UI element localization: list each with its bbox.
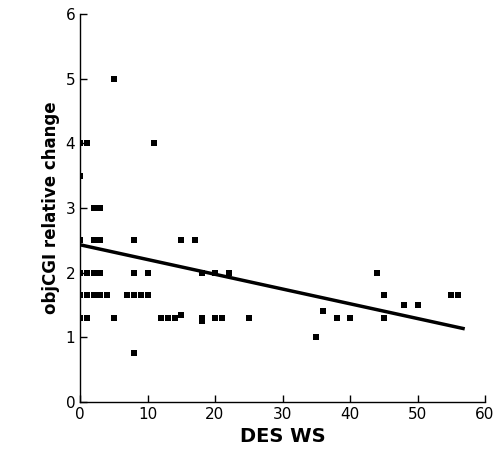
- X-axis label: DES WS: DES WS: [240, 427, 326, 446]
- Point: [198, 317, 205, 325]
- Point: [76, 237, 84, 244]
- Point: [319, 308, 327, 315]
- Point: [96, 237, 104, 244]
- Point: [177, 237, 185, 244]
- Point: [218, 314, 226, 322]
- Point: [103, 292, 111, 299]
- Point: [96, 292, 104, 299]
- Point: [137, 292, 145, 299]
- Point: [137, 292, 145, 299]
- Point: [83, 140, 91, 147]
- Point: [150, 140, 158, 147]
- Point: [130, 269, 138, 276]
- Point: [83, 269, 91, 276]
- Point: [191, 237, 199, 244]
- Point: [76, 292, 84, 299]
- Point: [332, 314, 340, 322]
- Point: [83, 314, 91, 322]
- Point: [130, 292, 138, 299]
- Point: [110, 75, 118, 82]
- Point: [90, 269, 98, 276]
- Point: [110, 314, 118, 322]
- Point: [90, 269, 98, 276]
- Point: [130, 350, 138, 357]
- Point: [211, 269, 219, 276]
- Point: [144, 269, 152, 276]
- Point: [96, 204, 104, 212]
- Point: [400, 301, 408, 309]
- Point: [346, 314, 354, 322]
- Point: [157, 314, 165, 322]
- Point: [447, 292, 455, 299]
- Point: [198, 269, 205, 276]
- Point: [123, 292, 131, 299]
- Point: [157, 314, 165, 322]
- Point: [76, 269, 84, 276]
- Point: [76, 140, 84, 147]
- Point: [83, 292, 91, 299]
- Point: [96, 204, 104, 212]
- Point: [170, 314, 178, 322]
- Point: [454, 292, 462, 299]
- Point: [76, 172, 84, 179]
- Point: [414, 301, 422, 309]
- Point: [177, 311, 185, 318]
- Point: [76, 237, 84, 244]
- Point: [144, 292, 152, 299]
- Point: [90, 204, 98, 212]
- Point: [211, 314, 219, 322]
- Point: [164, 314, 172, 322]
- Point: [130, 237, 138, 244]
- Point: [224, 269, 232, 276]
- Point: [90, 237, 98, 244]
- Point: [380, 292, 388, 299]
- Point: [123, 292, 131, 299]
- Point: [90, 292, 98, 299]
- Point: [380, 314, 388, 322]
- Point: [373, 269, 381, 276]
- Point: [198, 314, 205, 322]
- Point: [76, 314, 84, 322]
- Point: [96, 269, 104, 276]
- Y-axis label: objCGI relative change: objCGI relative change: [42, 102, 60, 314]
- Point: [245, 314, 252, 322]
- Point: [312, 334, 320, 341]
